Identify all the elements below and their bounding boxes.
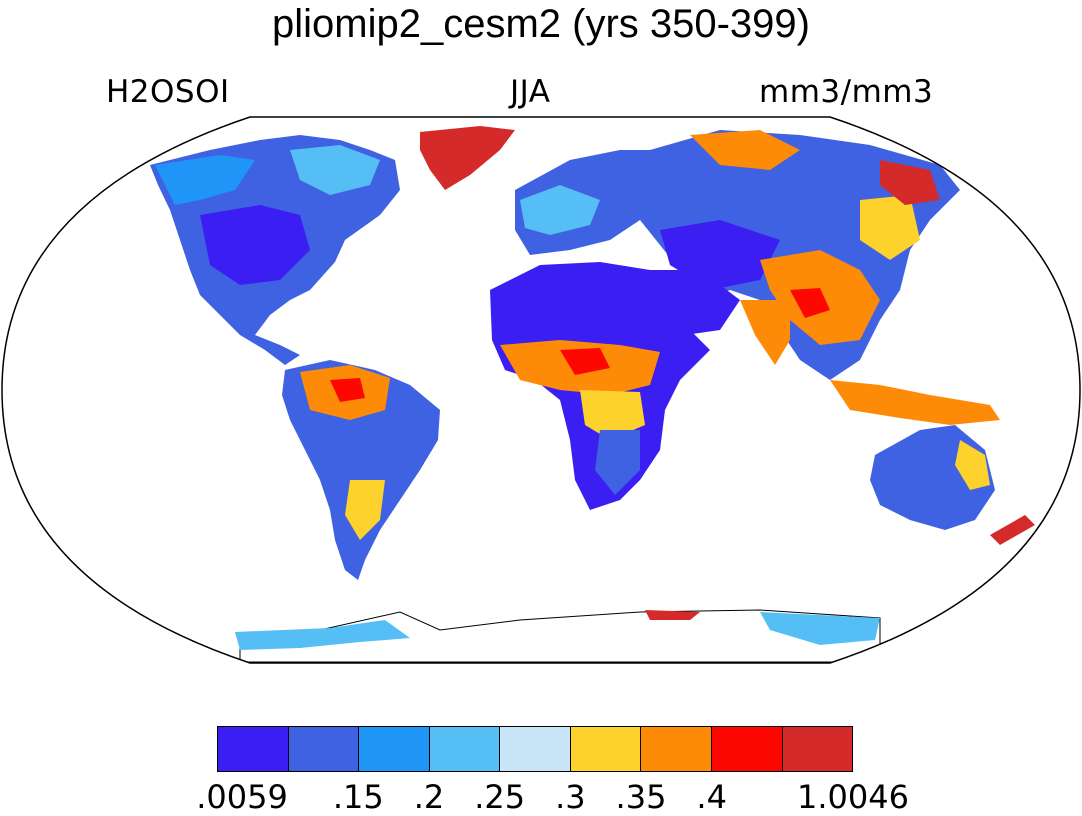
variable-label: H2OSOI — [106, 74, 230, 110]
colorbar-box — [641, 727, 712, 771]
colorbar-tick-label: 1.0046 — [797, 778, 909, 816]
colorbar — [217, 726, 853, 772]
colorbar-box — [359, 727, 430, 771]
greenland — [420, 126, 515, 190]
soil-moisture-map — [1, 116, 1081, 664]
season-label: JJA — [510, 74, 551, 110]
land-fields — [150, 126, 1035, 663]
colorbar-tick-label: .3 — [555, 778, 586, 816]
colorbar-box — [218, 727, 289, 771]
units-label: mm3/mm3 — [759, 74, 934, 110]
colorbar-tick-label: .35 — [615, 778, 667, 816]
colorbar-tick-label: .15 — [332, 778, 384, 816]
colorbar-box — [711, 727, 783, 771]
colorbar-tick-label: .4 — [696, 778, 727, 816]
colorbar-tick-label: .25 — [474, 778, 526, 816]
map-title: pliomip2_cesm2 (yrs 350-399) — [271, 2, 810, 46]
antarctica — [239, 609, 881, 663]
colorbar-tick-label: .0059 — [196, 778, 288, 816]
colorbar-box — [429, 727, 501, 771]
colorbar-tick-label: .2 — [413, 778, 445, 816]
colorbar-box — [500, 727, 571, 771]
colorbar-box — [288, 727, 360, 771]
south-america — [282, 360, 440, 580]
colorbar-box — [782, 727, 853, 771]
colorbar-box — [570, 727, 642, 771]
map-boundary — [1, 116, 1081, 664]
